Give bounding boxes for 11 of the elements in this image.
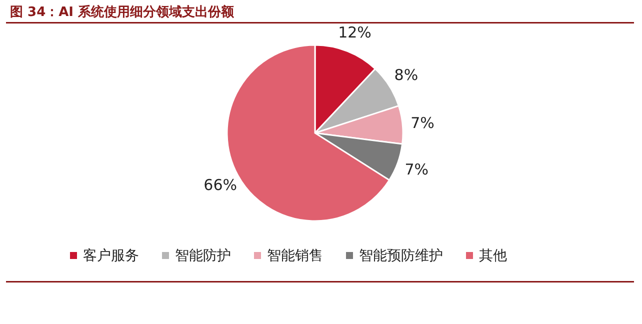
legend-label: 客户服务 [83,248,139,264]
legend-label: 智能销售 [267,248,323,264]
data-label: 7% [404,160,429,179]
data-label: 7% [410,114,434,132]
legend-label: 智能防护 [175,248,231,264]
data-label: 12% [338,24,372,42]
data-label: 66% [204,176,238,194]
legend-label: 其他 [479,248,507,264]
data-label: 8% [394,66,418,84]
legend-label: 智能预防维护 [359,248,443,264]
chart-title: 图 34：AI 系统使用细分领域支出份额 [10,4,236,20]
